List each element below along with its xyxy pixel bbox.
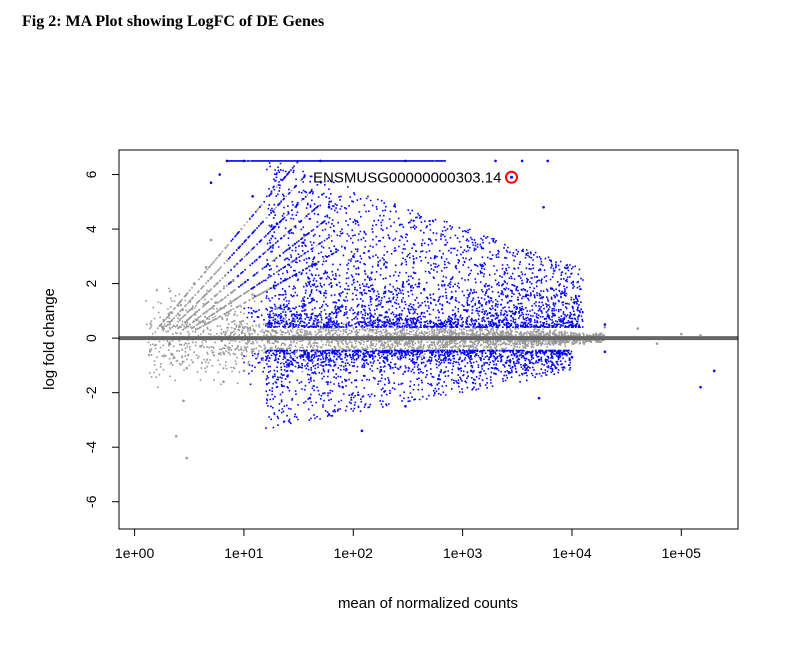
data-point-s1-4 [494,159,497,163]
data-point-s1-37 [712,369,716,373]
data-point-s1-14 [384,265,388,269]
data-point-s0-3 [185,366,189,370]
data-point-s1-2 [319,159,322,163]
annotation-layer: ENSMUSG00000000303.14 [313,169,519,186]
data-point-s1-34 [570,355,574,359]
data-point-s1-15 [417,282,421,285]
data-point-s0-25 [537,328,541,332]
data-point-s1-28 [360,429,364,433]
data-point-s0-21 [371,328,374,332]
y-axis-label: log fold change [41,288,58,390]
data-point-s0-27 [636,327,640,330]
data-point-s0-16 [261,358,265,362]
data-point-s0-2 [176,304,180,307]
data-point-s1-35 [603,350,607,354]
data-point-s1-32 [504,361,508,364]
data-point-s1-8 [218,173,221,176]
data-point-s1-31 [469,369,473,373]
data-point-s1-22 [542,205,545,209]
y-tick-label-1: -4 [83,441,99,454]
point-cloud [145,160,606,429]
x-tick-label-3: 1e+03 [443,545,483,561]
data-point-s0-13 [232,279,235,283]
y-tick-label-5: 4 [83,225,99,233]
data-point-s0-19 [319,320,322,324]
data-point-s1-0 [225,159,229,163]
x-axis-label: mean of normalized counts [338,595,518,612]
data-point-s0-9 [182,399,185,403]
data-point-s0-10 [185,456,189,460]
data-point-s1-13 [351,255,355,258]
data-point-s0-5 [199,345,202,348]
annotated-gene-point [510,175,514,179]
data-point-s0-11 [174,434,178,438]
blue-point-cloud [226,160,584,429]
data-point-s1-39 [327,413,331,416]
data-point-s1-9 [251,195,254,198]
y-tick-label-0: -6 [83,495,99,508]
data-point-s1-12 [327,205,331,209]
data-point-s0-1 [170,353,174,356]
data-point-s1-36 [537,396,541,400]
y-tick-label-2: -2 [83,386,99,399]
data-point-s1-38 [699,385,702,389]
data-point-s0-8 [214,301,217,304]
x-axis: 1e+00 1e+01 1e+02 1e+03 1e+04 1e+05 [115,528,702,561]
data-point-s0-7 [209,238,213,242]
data-point-s0-18 [294,350,298,354]
x-tick-label-0: 1e+00 [115,545,155,561]
data-point-s1-33 [537,358,541,362]
data-point-s1-24 [371,287,374,291]
data-point-s1-17 [480,304,484,307]
data-point-s0-6 [204,265,208,269]
data-point-s1-7 [209,181,213,185]
figure-caption: Fig 2: MA Plot showing LogFC of DE Genes [22,13,325,30]
data-point-s1-3 [404,159,407,163]
data-point-s0-0 [161,325,164,329]
annotated-gene-label: ENSMUSG00000000303.14 [313,169,501,186]
data-point-s0-12 [222,380,225,384]
data-points-layer [161,159,716,460]
data-point-s1-10 [275,222,279,225]
data-point-s1-20 [570,320,574,324]
x-tick-label-4: 1e+04 [552,545,592,561]
data-point-s1-6 [546,159,550,163]
data-point-s0-26 [603,325,607,329]
data-point-s1-27 [341,385,344,389]
data-point-s0-28 [655,342,659,345]
data-point-s1-19 [546,315,550,318]
data-point-s1-21 [603,323,607,326]
data-point-s1-16 [450,295,454,299]
data-point-s0-23 [450,331,454,334]
data-point-s0-15 [251,293,254,296]
x-tick-label-1: 1e+01 [224,545,264,561]
data-point-s1-5 [520,159,524,163]
data-point-s0-4 [192,282,196,285]
annotated-gene-highlight-ring [505,170,519,184]
x-tick-label-5: 1e+05 [662,545,702,561]
y-axis: -6 -4 -2 0 2 4 6 [83,170,120,508]
y-tick-label-4: 2 [83,280,99,288]
data-point-s1-18 [513,312,517,315]
data-point-s1-1 [242,159,246,163]
data-point-s0-29 [680,332,683,336]
data-point-s0-24 [494,342,497,345]
data-point-s0-22 [404,342,407,345]
data-point-s1-29 [404,405,407,408]
data-point-s0-20 [341,347,344,351]
y-tick-label-6: 6 [83,170,99,178]
x-tick-label-2: 1e+02 [334,545,374,561]
data-point-s0-14 [242,369,246,373]
data-point-s0-30 [699,334,702,337]
data-point-s1-30 [437,377,440,381]
data-point-s0-17 [275,306,279,310]
grey-point-cloud [145,161,606,389]
data-point-s1-23 [294,274,298,277]
y-tick-label-3: 0 [83,334,99,342]
data-point-s1-11 [302,241,305,245]
data-point-s1-25 [286,375,289,378]
data-point-s1-26 [308,396,312,400]
